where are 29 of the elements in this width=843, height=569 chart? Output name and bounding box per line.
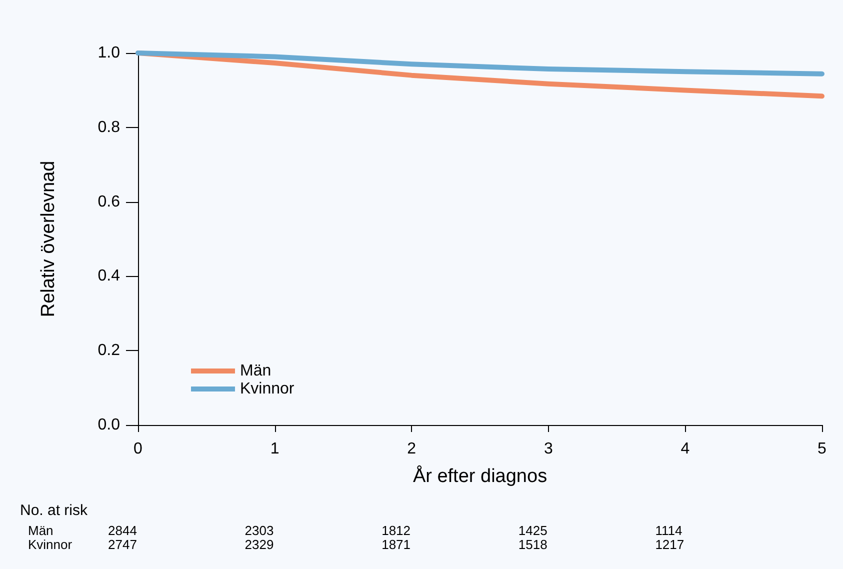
text: 2844 (108, 523, 137, 538)
text: 2303 (244, 523, 274, 538)
text: 1812 (382, 523, 411, 538)
text: 1114 (655, 523, 682, 538)
y-tick-label: 0.2 (98, 342, 120, 360)
text: 2329 (244, 537, 274, 552)
x-tick-label: 1 (270, 440, 280, 458)
legend-label: Kvinnor (240, 380, 295, 398)
legend-label: Män (240, 362, 272, 380)
x-tick-label: 3 (544, 440, 553, 458)
y-tick-label: 1.0 (98, 44, 120, 62)
text: Män (28, 523, 54, 538)
text: 1871 (382, 537, 411, 552)
text: 1425 (518, 523, 548, 538)
x-tick-label: 2 (407, 440, 416, 458)
text: No. at risk (20, 502, 88, 519)
text: 1518 (518, 537, 548, 552)
y-tick-label: 0.4 (98, 268, 120, 285)
x-tick-label: 5 (818, 440, 827, 458)
x-axis-title: År efter diagnos (412, 465, 548, 487)
text: 1217 (655, 537, 684, 552)
text: Kvinnor (28, 537, 73, 552)
x-tick-label: 4 (680, 440, 690, 458)
y-tick-label: 0.0 (98, 416, 120, 434)
text: 2747 (108, 537, 137, 552)
y-tick-label: 0.6 (98, 193, 120, 210)
x-tick-label: 0 (134, 440, 143, 458)
y-axis-title: Relativ överlevnad (38, 160, 59, 318)
y-tick-label: 0.8 (98, 118, 120, 136)
